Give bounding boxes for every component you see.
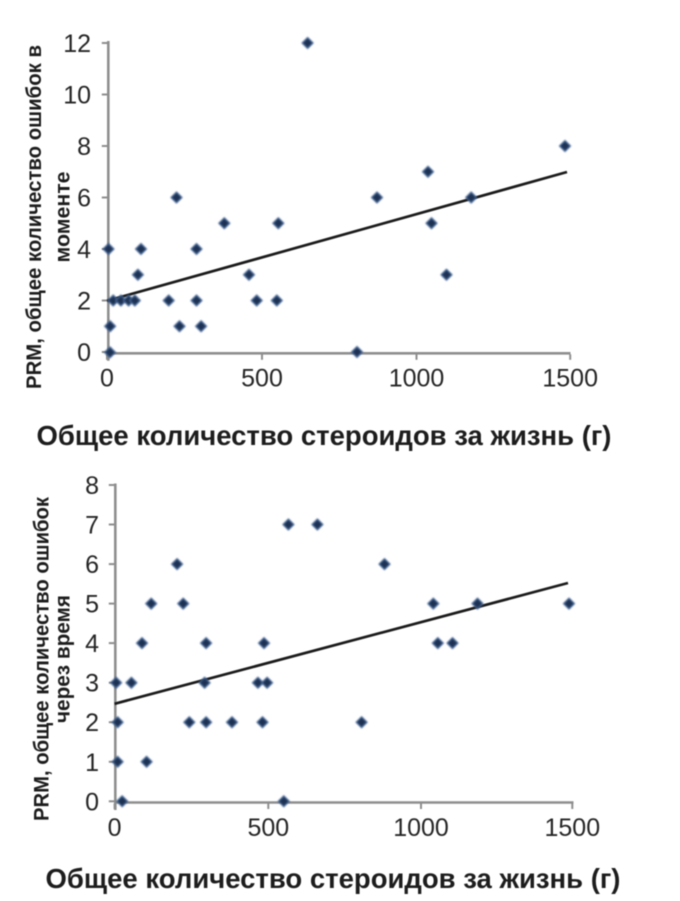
svg-text:PRM, общее количество ошибок в: PRM, общее количество ошибок в [22,45,46,389]
svg-text:10: 10 [63,82,91,110]
svg-text:4: 4 [77,236,91,264]
svg-text:3: 3 [85,670,99,698]
svg-text:1000: 1000 [389,365,445,393]
svg-text:4: 4 [85,630,99,658]
svg-text:8: 8 [85,472,99,500]
svg-text:12: 12 [63,30,91,58]
svg-text:1500: 1500 [542,365,598,393]
svg-text:0: 0 [77,339,91,367]
svg-text:2: 2 [77,288,91,316]
svg-text:1: 1 [85,749,99,777]
svg-text:Общее количество стероидов за: Общее количество стероидов за жизнь (г) [46,863,621,894]
svg-text:6: 6 [77,185,91,213]
svg-text:PRM, общее количество ошибок: PRM, общее количество ошибок [29,497,53,821]
svg-text:6: 6 [85,551,99,579]
svg-text:Общее количество стероидов за: Общее количество стероидов за жизнь (г) [37,420,612,451]
svg-text:через время: через время [51,595,75,723]
svg-text:0: 0 [100,365,114,393]
svg-text:1500: 1500 [544,814,600,842]
svg-text:0: 0 [85,788,99,816]
svg-text:1000: 1000 [393,814,449,842]
svg-text:2: 2 [85,709,99,737]
svg-text:5: 5 [85,591,99,619]
svg-text:500: 500 [241,365,283,393]
svg-text:500: 500 [247,814,289,842]
svg-text:8: 8 [77,133,91,161]
svg-text:0: 0 [108,814,122,842]
svg-text:моменте: моменте [50,171,74,262]
svg-text:7: 7 [85,512,99,540]
